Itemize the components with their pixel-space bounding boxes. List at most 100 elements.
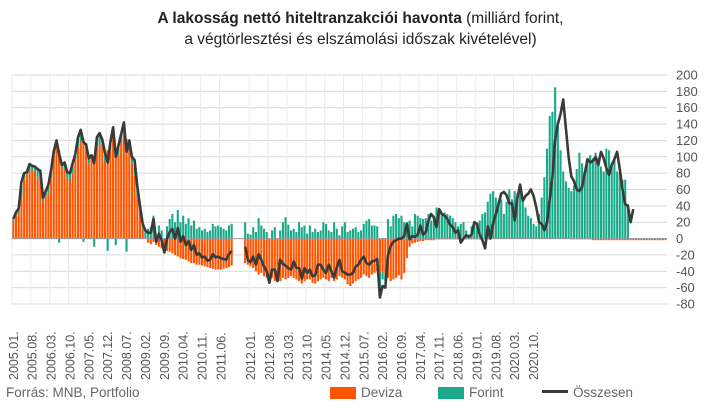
bar-deviza — [39, 182, 42, 239]
bar-forint — [322, 222, 325, 239]
bar-deviza — [254, 238, 257, 272]
bar-forint — [254, 232, 257, 239]
bar-forint — [438, 209, 441, 239]
bar-deviza — [138, 214, 142, 239]
bar-deviza — [79, 142, 82, 239]
bar-forint — [370, 225, 373, 239]
bar-deviza — [416, 238, 419, 242]
series-line-osszesen — [12, 121, 233, 262]
bar-deviza — [651, 238, 654, 241]
bar-forint — [287, 224, 290, 239]
bar-forint — [168, 218, 171, 239]
bar-forint — [613, 158, 616, 239]
bar-deviza — [106, 150, 109, 239]
bar-forint — [607, 150, 611, 239]
bar-deviza — [217, 238, 220, 270]
chart-title-line-2: a végtörlesztési és elszámolási időszak … — [184, 31, 537, 48]
bar-deviza — [52, 155, 55, 239]
bar-deviza — [346, 238, 349, 285]
x-tick-label: 2010.11. — [196, 332, 210, 380]
bar-deviza — [28, 170, 31, 239]
bar-deviza — [82, 138, 85, 239]
bar-forint — [505, 201, 508, 239]
bar-deviza — [192, 238, 195, 264]
bar-deviza — [351, 238, 355, 284]
bar-forint — [594, 152, 597, 239]
bar-deviza — [141, 228, 144, 239]
x-tick-label: 2010.04. — [177, 331, 191, 380]
bar-forint — [217, 225, 220, 239]
bar-deviza — [637, 238, 640, 241]
bar-forint — [616, 171, 619, 239]
x-tick-label: 2009.02. — [139, 331, 153, 380]
bar-deviza — [411, 238, 414, 244]
bar-forint — [292, 228, 295, 239]
x-tick-label: 2007.12. — [101, 331, 115, 380]
bar-deviza — [268, 238, 271, 280]
bar-deviza — [370, 238, 373, 275]
bar-deviza — [271, 238, 274, 278]
bar-deviza — [643, 238, 646, 241]
bar-deviza — [125, 138, 128, 239]
bar-forint — [597, 158, 600, 239]
bar-deviza — [184, 238, 187, 260]
bar-forint — [58, 238, 61, 243]
y-tick-label: 60 — [676, 182, 690, 197]
bar-forint — [319, 230, 322, 239]
bar-forint — [559, 150, 562, 239]
bar-deviza — [316, 238, 319, 282]
bar-forint — [246, 233, 249, 239]
bar-deviza — [400, 238, 403, 280]
bar-forint — [174, 222, 177, 239]
bar-forint — [257, 218, 260, 239]
bar-deviza — [661, 238, 665, 241]
x-tick-label: 2019.08. — [489, 331, 503, 380]
bar-deviza — [413, 238, 417, 243]
bar-deviza — [112, 133, 115, 239]
x-tick-label: 2014.12. — [338, 331, 352, 380]
bar-forint — [144, 230, 147, 237]
bar-deviza — [44, 196, 47, 239]
bar-deviza — [397, 238, 400, 276]
bar-forint — [537, 214, 541, 239]
x-tick-label: 2017.04. — [414, 331, 428, 380]
bar-forint — [548, 115, 551, 239]
bar-forint — [484, 212, 487, 239]
bar-deviza — [74, 158, 77, 239]
bar-deviza — [133, 174, 136, 239]
y-tick-label: 100 — [676, 149, 698, 164]
bar-deviza — [68, 181, 72, 239]
x-tick-label: 2020.10. — [527, 331, 541, 380]
bar-forint — [230, 223, 233, 239]
bar-forint — [338, 235, 341, 239]
bar-deviza — [591, 238, 594, 241]
bar-forint — [610, 166, 613, 239]
bar-deviza — [120, 142, 123, 239]
bar-forint — [459, 223, 462, 239]
bar-deviza — [618, 238, 621, 241]
bar-deviza — [653, 238, 656, 241]
bar-deviza — [25, 174, 28, 239]
bar-deviza — [219, 238, 222, 270]
bars — [12, 87, 667, 298]
bar-deviza — [179, 238, 182, 259]
bar-deviza — [182, 238, 185, 260]
bar-forint — [354, 227, 357, 239]
bar-deviza — [222, 238, 225, 269]
bar-forint — [330, 232, 333, 239]
bar-deviza — [214, 238, 217, 270]
bar-deviza — [640, 238, 643, 241]
bar-forint — [98, 133, 101, 145]
bar-deviza — [95, 146, 98, 239]
bar-deviza — [203, 238, 206, 267]
bar-deviza — [117, 155, 120, 239]
bar-deviza — [17, 212, 20, 239]
bar-deviza — [157, 238, 160, 247]
bar-forint — [209, 230, 212, 239]
bar-deviza — [41, 201, 45, 239]
bar-deviza — [276, 238, 279, 280]
bar-deviza — [168, 238, 171, 252]
bar-forint — [589, 155, 592, 239]
bar-deviza — [373, 238, 376, 273]
bar-forint — [365, 220, 368, 239]
